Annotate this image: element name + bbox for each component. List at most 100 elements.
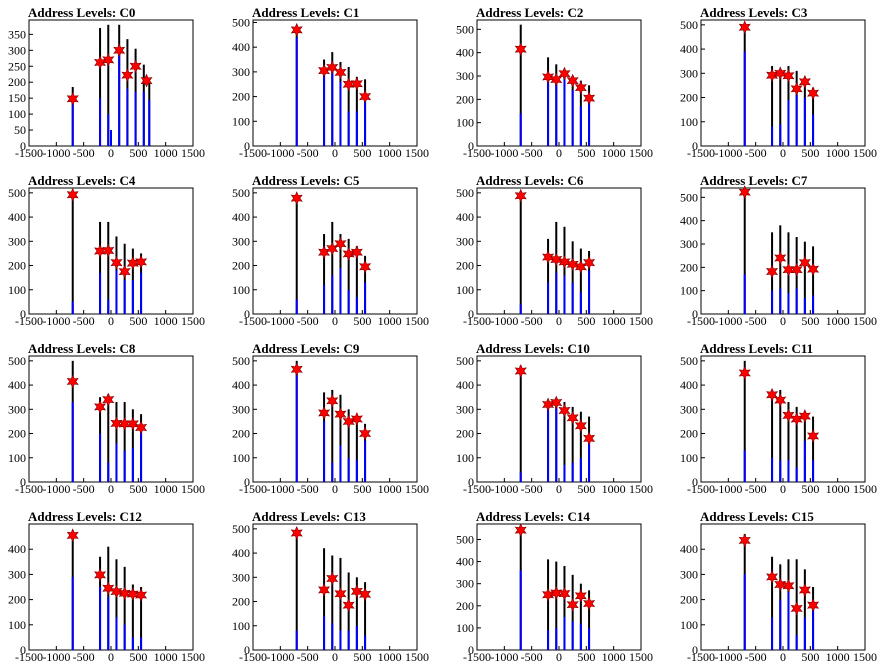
- bar-level: [571, 282, 574, 314]
- star-marker: [342, 77, 355, 92]
- bar-level: [99, 433, 102, 482]
- star-marker: [550, 586, 563, 600]
- bar-total: [547, 238, 550, 314]
- star-marker: [334, 236, 347, 251]
- x-tick-label: 1000: [154, 314, 178, 328]
- x-tick-label: -1500: [687, 314, 715, 328]
- bar-level: [579, 623, 582, 650]
- bar-total: [107, 221, 110, 314]
- subplot-9: Address Levels: C90100200300400500-1500-…: [232, 341, 429, 496]
- bar-level: [331, 275, 334, 314]
- y-tick-label: 500: [680, 18, 698, 32]
- subplot-15: Address Levels: C15 0 100 200 300 400 -1500 -10…: [680, 509, 877, 664]
- y-tick-label: 200: [456, 599, 474, 613]
- x-tick-label: 0: [108, 482, 114, 496]
- bar-level: [295, 372, 298, 482]
- y-tick-label: 500: [680, 354, 698, 368]
- bar-total: [115, 559, 118, 650]
- x-tick-label: 500: [801, 146, 819, 160]
- bar-level: [323, 71, 326, 146]
- bar-level: [71, 98, 74, 146]
- star-marker: [350, 76, 363, 91]
- y-tick-label: 100: [8, 618, 26, 632]
- y-tick-label: 400: [680, 378, 698, 392]
- x-tick-label: 500: [577, 146, 595, 160]
- bar-level: [547, 409, 550, 482]
- star-marker: [766, 264, 779, 279]
- subplot-6: Address Levels: C60100200300400500-1500-…: [456, 173, 653, 328]
- bar-total: [743, 360, 746, 482]
- chart-title: Address Levels: C2: [476, 5, 583, 20]
- bar-level: [803, 617, 806, 650]
- bar-total: [519, 24, 522, 147]
- star-marker: [583, 431, 596, 446]
- star-marker: [542, 69, 555, 84]
- x-tick-label: -500: [521, 146, 543, 160]
- bar-total: [563, 566, 566, 650]
- bar-level: [131, 280, 134, 314]
- bar-total: [123, 402, 126, 482]
- bar-level: [743, 274, 746, 314]
- star-marker: [574, 80, 587, 95]
- y-tick-label: 200: [232, 595, 250, 609]
- star-marker: [574, 588, 587, 603]
- x-tick-label: 1500: [853, 146, 877, 160]
- bar-level: [71, 402, 74, 482]
- star-marker: [334, 65, 347, 80]
- y-tick-label: 0: [244, 307, 250, 321]
- star-marker: [782, 578, 795, 593]
- bar-level: [563, 76, 566, 146]
- y-tick-label: 400: [680, 42, 698, 56]
- bar-level: [110, 130, 112, 146]
- x-tick-label: 500: [129, 314, 147, 328]
- bar-level: [812, 114, 815, 146]
- chart-title: Address Levels: C11: [700, 341, 813, 356]
- bar-level: [519, 304, 522, 314]
- bar-level: [355, 111, 358, 146]
- bar-total: [579, 583, 582, 650]
- y-tick-label: 200: [232, 427, 250, 441]
- x-tick-label: -1000: [266, 314, 294, 328]
- x-tick-label: 0: [780, 314, 786, 328]
- plot-frame: [700, 19, 866, 147]
- x-tick-label: -1500: [687, 482, 715, 496]
- x-tick-label: -1500: [15, 314, 43, 328]
- bar-total: [571, 241, 574, 314]
- star-marker: [359, 89, 372, 104]
- y-tick-label: 300: [232, 402, 250, 416]
- bar-level: [787, 293, 790, 314]
- y-tick-label: 500: [232, 15, 250, 29]
- bar-level: [123, 280, 126, 314]
- bar-level: [339, 445, 342, 482]
- y-tick-label: 400: [8, 378, 26, 392]
- y-tick-label: 400: [680, 542, 698, 556]
- subplot-2: Address Levels: C20100200300400500-1500-…: [456, 5, 653, 160]
- bar-level: [555, 80, 558, 146]
- bar-total: [123, 243, 126, 314]
- star-marker: [798, 74, 811, 89]
- y-tick-label: 100: [680, 618, 698, 632]
- star-marker: [514, 523, 527, 538]
- bar-total: [107, 394, 110, 482]
- x-tick-label: -500: [745, 146, 767, 160]
- y-tick-label: 0: [692, 475, 698, 489]
- bar-level: [803, 440, 806, 482]
- star-marker: [798, 583, 811, 597]
- chart-title: Address Levels: C1: [252, 5, 359, 20]
- x-tick-label: 1000: [826, 146, 850, 160]
- star-marker: [558, 66, 571, 81]
- subplot-14: Address Levels: C14 0 100 200 300 400 500 -1500…: [456, 509, 653, 664]
- bar-level: [123, 450, 126, 482]
- star-marker: [326, 571, 339, 586]
- x-tick-label: -1500: [687, 650, 715, 664]
- x-tick-label: 0: [556, 314, 562, 328]
- x-tick-label: 500: [801, 314, 819, 328]
- star-marker: [558, 586, 571, 601]
- x-tick-label: 1000: [602, 650, 626, 664]
- star-marker: [66, 187, 79, 202]
- bar-level: [295, 37, 298, 147]
- plot-frame: [28, 355, 194, 483]
- y-tick-label: 300: [680, 402, 698, 416]
- x-tick-label: 1500: [853, 314, 877, 328]
- star-marker: [66, 374, 79, 389]
